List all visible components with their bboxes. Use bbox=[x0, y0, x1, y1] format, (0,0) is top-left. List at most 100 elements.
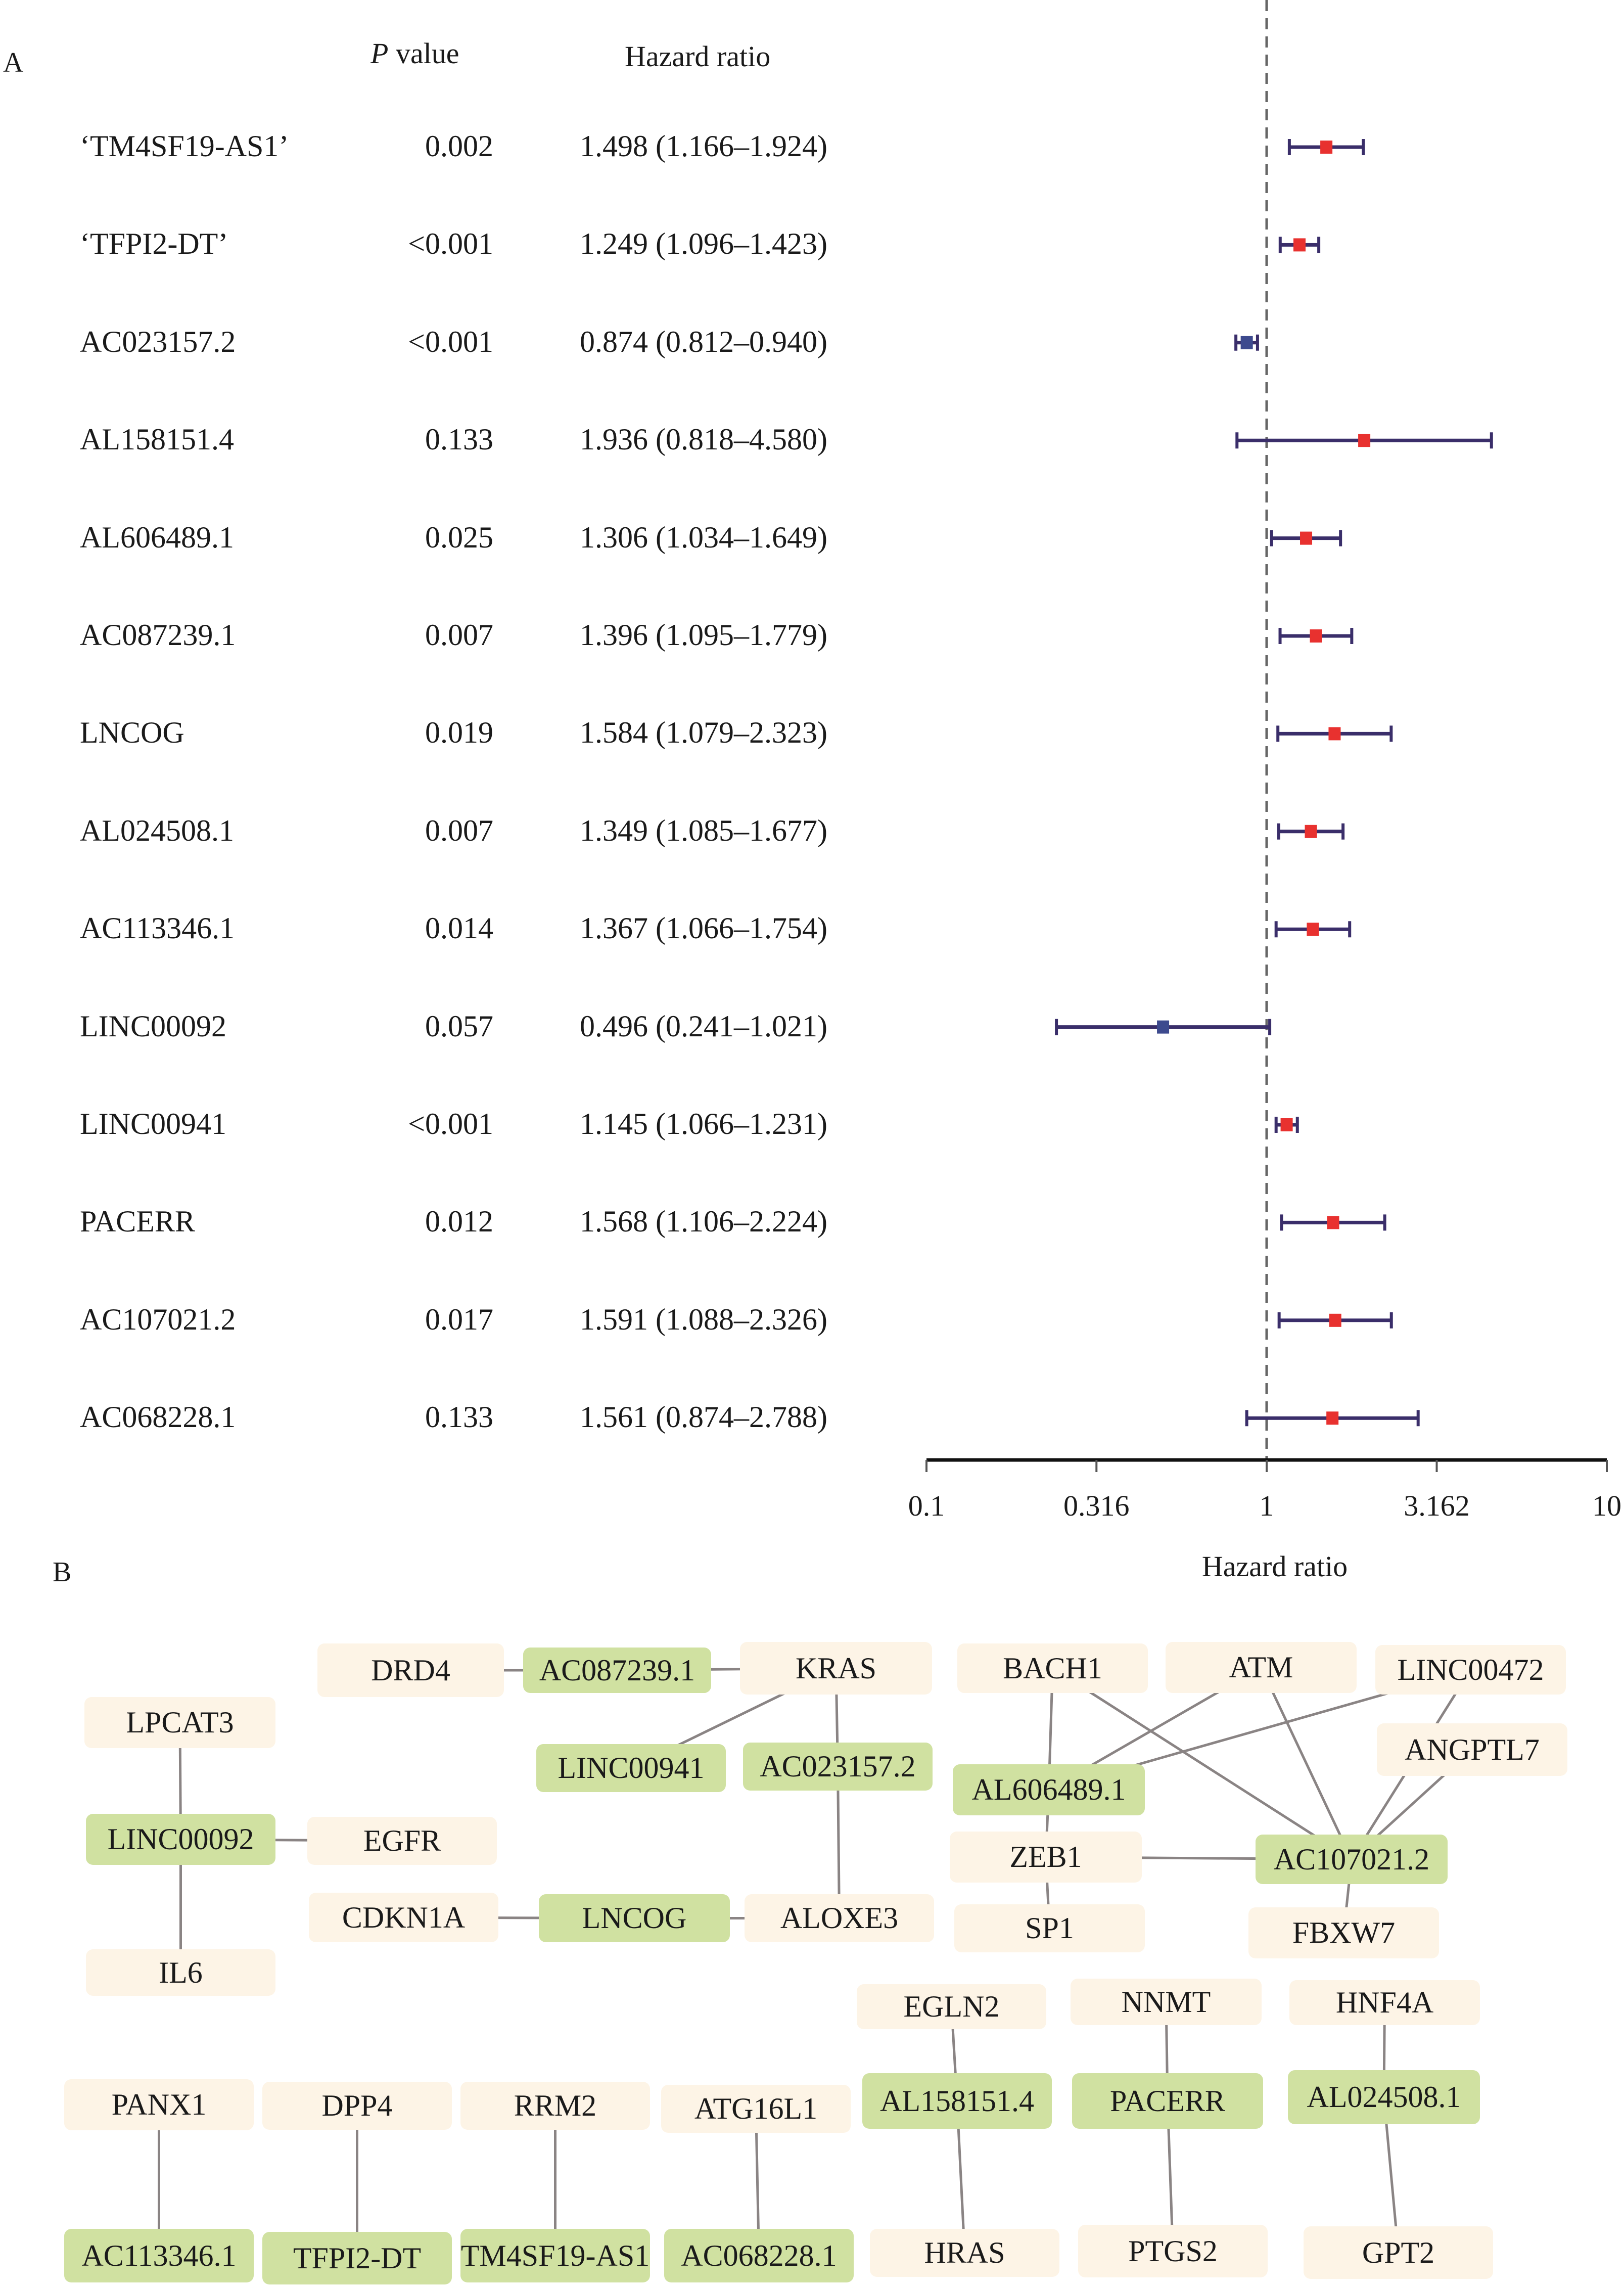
row-gene: AC068228.1 bbox=[80, 1400, 236, 1434]
row-gene: AL024508.1 bbox=[80, 813, 234, 847]
row-hazard-ratio: 0.496 (0.241–1.021) bbox=[580, 1009, 827, 1043]
hr-point bbox=[1240, 336, 1253, 349]
row-p-value: 0.007 bbox=[425, 813, 493, 847]
lncrna-node: PACERR bbox=[1072, 2073, 1263, 2129]
row-hazard-ratio: 1.249 (1.096–1.423) bbox=[580, 227, 827, 261]
row-p-value: 0.014 bbox=[425, 911, 493, 945]
x-tick-label: 10 bbox=[1592, 1489, 1621, 1522]
lncrna-node: AC087239.1 bbox=[523, 1648, 711, 1693]
panel-a-letter: A bbox=[3, 47, 24, 78]
hr-point bbox=[1157, 1020, 1170, 1034]
row-hazard-ratio: 1.349 (1.085–1.677) bbox=[580, 813, 827, 847]
hr-point bbox=[1310, 629, 1322, 643]
x-axis-label: Hazard ratio bbox=[1202, 1550, 1348, 1583]
panel-b-letter: B bbox=[53, 1557, 72, 1588]
row-gene: LNCOG bbox=[80, 716, 184, 750]
lncrna-node: AC107021.2 bbox=[1256, 1835, 1448, 1884]
x-tick-label: 0.316 bbox=[1063, 1489, 1130, 1522]
row-p-value: 0.017 bbox=[425, 1302, 493, 1336]
lncrna-node: LINC00092 bbox=[86, 1814, 275, 1865]
lncrna-node: AL606489.1 bbox=[953, 1764, 1145, 1815]
gene-node: SP1 bbox=[954, 1904, 1145, 1952]
row-hazard-ratio: 1.936 (0.818–4.580) bbox=[580, 423, 827, 456]
hr-point bbox=[1305, 825, 1317, 838]
gene-node: ZEB1 bbox=[950, 1832, 1142, 1883]
row-hazard-ratio: 1.591 (1.088–2.326) bbox=[580, 1302, 827, 1336]
network-edge bbox=[837, 1766, 841, 1918]
hr-point bbox=[1327, 1216, 1339, 1229]
network-edge bbox=[1052, 1667, 1353, 1861]
row-p-value: <0.001 bbox=[408, 325, 493, 358]
row-p-value: 0.133 bbox=[425, 1400, 493, 1434]
hr-point bbox=[1293, 238, 1306, 252]
row-gene: AL606489.1 bbox=[80, 520, 234, 554]
hr-point bbox=[1328, 727, 1341, 741]
x-tick-label: 3.162 bbox=[1404, 1489, 1470, 1522]
row-p-value: <0.001 bbox=[408, 227, 493, 261]
row-p-value: <0.001 bbox=[408, 1107, 493, 1140]
forest-plot: 0.1 0.316 1 3.162 10 Hazard ratio bbox=[908, 0, 1621, 1583]
row-gene: AL158151.4 bbox=[80, 423, 234, 456]
lncrna-node: AL024508.1 bbox=[1288, 2070, 1480, 2124]
lncrna-node: AC023157.2 bbox=[743, 1743, 933, 1791]
gene-node: ATG16L1 bbox=[661, 2085, 851, 2133]
row-gene: AC113346.1 bbox=[80, 911, 235, 945]
gene-node: GPT2 bbox=[1304, 2226, 1493, 2279]
hazard-ratio-header: Hazard ratio bbox=[625, 40, 771, 73]
gene-node: DPP4 bbox=[262, 2082, 452, 2130]
lncrna-node: LNCOG bbox=[539, 1894, 730, 1942]
lncrna-node: AC068228.1 bbox=[664, 2229, 854, 2282]
gene-node: PTGS2 bbox=[1078, 2225, 1268, 2277]
gene-node: ATM bbox=[1166, 1642, 1357, 1693]
hr-point bbox=[1329, 1313, 1341, 1327]
row-hazard-ratio: 1.568 (1.106–2.224) bbox=[580, 1205, 827, 1239]
row-p-value: 0.019 bbox=[425, 716, 493, 750]
row-hazard-ratio: 0.874 (0.812–0.940) bbox=[580, 325, 827, 358]
hr-point bbox=[1358, 434, 1371, 447]
gene-node: NNMT bbox=[1071, 1979, 1262, 2025]
gene-node: DRD4 bbox=[317, 1643, 504, 1697]
gene-node: EGLN2 bbox=[857, 1984, 1046, 2029]
row-gene: ‘TM4SF19-AS1’ bbox=[80, 129, 289, 163]
network-edge bbox=[1260, 1667, 1353, 1860]
row-hazard-ratio: 1.145 (1.066–1.231) bbox=[580, 1107, 827, 1140]
gene-node: PANX1 bbox=[64, 2079, 254, 2130]
gene-node: EGFR bbox=[307, 1817, 497, 1865]
lncrna-node: AC113346.1 bbox=[64, 2229, 254, 2282]
row-gene: LINC00092 bbox=[80, 1009, 226, 1043]
row-gene: LINC00941 bbox=[80, 1107, 226, 1140]
row-gene: AC023157.2 bbox=[80, 325, 236, 358]
gene-node: RRM2 bbox=[460, 2082, 650, 2130]
hr-point bbox=[1280, 1118, 1293, 1131]
lncrna-node: AL158151.4 bbox=[862, 2073, 1052, 2129]
row-hazard-ratio: 1.584 (1.079–2.323) bbox=[580, 716, 827, 750]
p-value-header: P value bbox=[370, 36, 459, 70]
row-p-value: 0.007 bbox=[425, 618, 493, 652]
p-value-header-italic: P bbox=[370, 37, 389, 70]
gene-node: ANGPTL7 bbox=[1377, 1723, 1567, 1776]
gene-node: LPCAT3 bbox=[84, 1697, 275, 1748]
gene-node: LINC00472 bbox=[1375, 1645, 1566, 1695]
row-p-value: 0.002 bbox=[425, 129, 493, 163]
row-p-value: 0.012 bbox=[425, 1205, 493, 1239]
row-p-value: 0.057 bbox=[425, 1009, 493, 1043]
gene-node: IL6 bbox=[86, 1949, 275, 1996]
row-gene: ‘TFPI2-DT’ bbox=[80, 227, 228, 261]
gene-node: KRAS bbox=[740, 1642, 932, 1695]
row-gene: AC087239.1 bbox=[80, 618, 236, 652]
hr-point bbox=[1307, 923, 1319, 936]
row-gene: AC107021.2 bbox=[80, 1302, 236, 1336]
row-hazard-ratio: 1.396 (1.095–1.779) bbox=[580, 618, 827, 652]
lncrna-node: TM4SF19-AS1 bbox=[460, 2229, 650, 2282]
hr-point bbox=[1320, 141, 1333, 154]
x-tick-label: 1 bbox=[1260, 1489, 1274, 1522]
hr-point bbox=[1300, 531, 1313, 545]
row-p-value: 0.133 bbox=[425, 423, 493, 456]
lncrna-node: LINC00941 bbox=[536, 1744, 726, 1792]
row-hazard-ratio: 1.367 (1.066–1.754) bbox=[580, 911, 827, 945]
gene-node: HNF4A bbox=[1289, 1980, 1480, 2025]
row-p-value: 0.025 bbox=[425, 520, 493, 554]
row-hazard-ratio: 1.498 (1.166–1.924) bbox=[580, 129, 827, 163]
gene-node: BACH1 bbox=[957, 1643, 1148, 1693]
p-value-header-rest: value bbox=[388, 37, 459, 70]
